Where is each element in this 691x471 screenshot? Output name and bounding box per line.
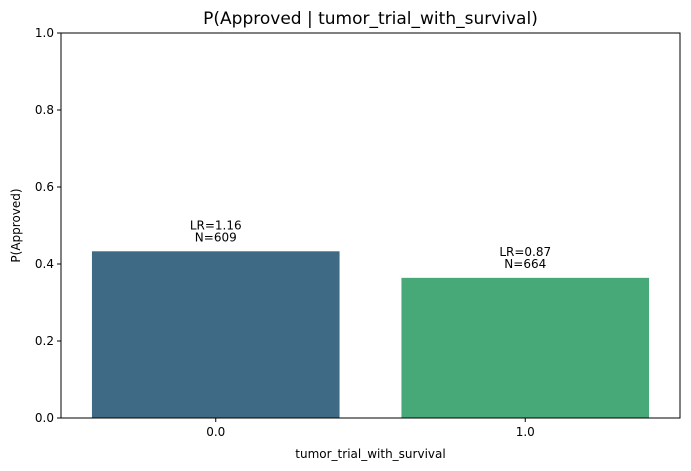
- bar-1.0: [401, 277, 650, 418]
- plot-frame: [60, 32, 681, 419]
- y-axis-title: P(Approved): [9, 188, 23, 262]
- y-tick-label: 0.0: [35, 411, 54, 425]
- bar-lr-label: LR=0.87: [499, 245, 551, 259]
- bar-lr-label: LR=1.16: [190, 218, 242, 232]
- x-axis-title: tumor_trial_with_survival: [295, 447, 445, 461]
- y-tick-label: 1.0: [35, 26, 54, 40]
- bar-0.0: [91, 251, 340, 418]
- x-tick-label: 1.0: [516, 425, 535, 439]
- x-tick-label: 0.0: [206, 425, 225, 439]
- bar-n-label: N=609: [195, 230, 237, 244]
- y-tick-label: 0.2: [35, 334, 54, 348]
- y-tick-label: 0.4: [35, 257, 54, 271]
- axes-layer: 0.0 1.0 0.0 0.2 0.4 0.6 0.8 1.0: [35, 26, 681, 439]
- y-tick-label: 0.8: [35, 103, 54, 117]
- chart-title: P(Approved | tumor_trial_with_survival): [203, 9, 538, 29]
- y-tick-label: 0.6: [35, 180, 54, 194]
- bars-layer: LR=1.16N=609 LR=0.87N=664: [91, 218, 650, 418]
- bar-n-label: N=664: [504, 257, 546, 271]
